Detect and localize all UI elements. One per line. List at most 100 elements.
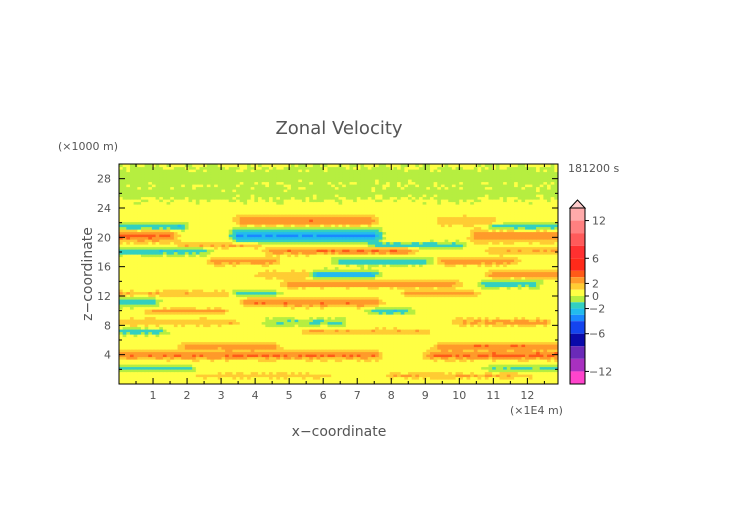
field-cell [356,329,362,333]
field-cell [415,331,420,335]
field-cell [539,314,544,318]
field-cell [532,294,537,298]
field-cell [418,361,424,365]
field-cell [221,376,226,380]
field-cell [550,346,555,350]
field-cell [151,296,157,300]
field-cell [459,374,464,378]
field-cell [173,356,179,360]
field-cell [170,374,175,378]
field-cell [283,316,288,320]
field-cell [210,289,215,293]
field-cell [334,279,340,283]
field-cell [411,331,416,335]
field-cell [195,314,201,318]
field-cell [232,361,237,365]
field-cell [214,314,219,318]
field-cell [415,359,420,363]
field-cell [342,379,347,383]
field-cell [364,354,369,358]
field-cell [272,304,277,308]
field-cell [309,329,314,333]
field-cell [404,379,409,383]
field-cell [408,366,413,370]
field-cell [181,351,186,355]
field-cell [170,306,175,310]
field-cell [356,344,362,348]
field-cell [462,336,468,340]
field-cell [327,364,332,368]
field-cell [228,329,234,333]
field-cell [301,336,307,340]
field-cell [528,286,533,290]
field-cell [422,359,427,363]
field-cell [495,371,501,375]
field-cell [243,286,248,290]
field-cell [462,351,468,355]
field-cell [133,301,138,305]
field-cell [528,364,533,368]
field-cell [162,379,168,383]
field-cell [228,316,234,320]
field-cell [279,326,285,330]
field-cell [466,311,471,315]
field-cell [334,371,340,375]
field-cell [331,311,336,315]
field-cell [122,289,127,293]
field-cell [334,331,340,335]
field-cell [177,339,182,343]
field-cell [536,364,541,368]
field-cell [499,284,504,288]
field-cell [404,336,409,340]
field-cell [484,349,490,353]
field-cell [283,381,288,384]
field-cell [466,381,471,384]
field-cell [345,381,351,384]
field-cell [239,336,244,340]
field-cell [437,339,442,343]
field-cell [448,374,453,378]
field-cell [411,351,416,355]
field-cell [382,374,387,378]
field-cell [517,331,523,335]
field-cell [481,301,486,305]
field-cell [126,356,131,360]
field-cell [444,381,449,384]
field-cell [181,364,186,368]
field-cell [192,321,197,325]
field-cell [404,364,409,368]
field-cell [254,291,259,295]
field-cell [393,371,398,375]
field-cell [162,321,168,325]
field-cell [162,316,168,320]
field-cell [225,299,230,303]
field-cell [408,339,413,343]
field-cell [484,309,490,313]
field-cell [521,306,526,310]
field-cell [547,296,552,300]
field-cell [503,296,508,300]
field-cell [448,344,453,348]
field-cell [232,336,237,340]
field-cell [276,376,281,380]
field-cell [429,376,435,380]
field-cell [437,381,442,384]
field-cell [312,291,318,295]
field-cell [195,286,201,290]
field-cell [543,321,548,325]
field-cell [466,351,471,355]
field-cell [268,281,274,285]
field-cell [550,291,555,295]
field-cell [466,331,471,335]
field-cell [144,289,149,293]
field-cell [140,379,146,383]
field-cell [532,324,537,328]
field-cell [334,326,340,330]
field-cell [137,376,142,380]
field-cell [144,366,149,370]
field-cell [521,329,526,333]
field-cell [126,304,131,308]
field-cell [459,344,464,348]
field-cell [261,304,266,308]
field-cell [166,354,171,358]
